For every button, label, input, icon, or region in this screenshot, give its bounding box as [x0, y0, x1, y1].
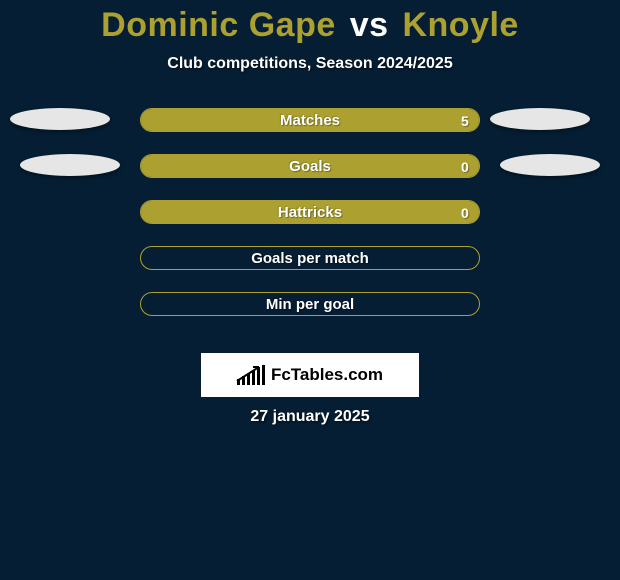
right-ellipse-icon: [500, 154, 600, 176]
date-text: 27 january 2025: [0, 408, 620, 426]
stat-rows: Matches5Goals0Hattricks0Goals per matchM…: [0, 108, 620, 316]
stat-value-right: 0: [461, 201, 469, 223]
logo-box: FcTables.com: [201, 353, 419, 397]
stat-bar: Goals0: [140, 154, 480, 178]
stat-row: Goals per match: [0, 246, 620, 270]
left-ellipse-icon: [20, 154, 120, 176]
title-player2: Knoyle: [402, 6, 518, 44]
stat-row: Min per goal: [0, 292, 620, 316]
left-ellipse-icon: [10, 108, 110, 130]
logo-text: FcTables.com: [271, 365, 383, 385]
right-ellipse-icon: [490, 108, 590, 130]
title: Dominic Gape vs Knoyle: [0, 0, 620, 45]
comparison-infographic: Dominic Gape vs Knoyle Club competitions…: [0, 0, 620, 580]
stat-row: Matches5: [0, 108, 620, 132]
stat-row: Goals0: [0, 154, 620, 178]
stat-label: Min per goal: [141, 293, 479, 315]
stat-label: Goals: [141, 155, 479, 177]
stat-bar: Hattricks0: [140, 200, 480, 224]
logo-bars-icon: [237, 365, 265, 385]
stat-row: Hattricks0: [0, 200, 620, 224]
stat-label: Matches: [141, 109, 479, 131]
stat-bar: Min per goal: [140, 292, 480, 316]
stat-label: Goals per match: [141, 247, 479, 269]
subtitle: Club competitions, Season 2024/2025: [0, 55, 620, 73]
logo-arrow-icon: [235, 363, 265, 383]
stat-value-right: 5: [461, 109, 469, 131]
stat-value-right: 0: [461, 155, 469, 177]
stat-bar: Matches5: [140, 108, 480, 132]
stat-bar: Goals per match: [140, 246, 480, 270]
title-vs: vs: [350, 6, 389, 44]
title-player1: Dominic Gape: [101, 6, 336, 44]
stat-label: Hattricks: [141, 201, 479, 223]
